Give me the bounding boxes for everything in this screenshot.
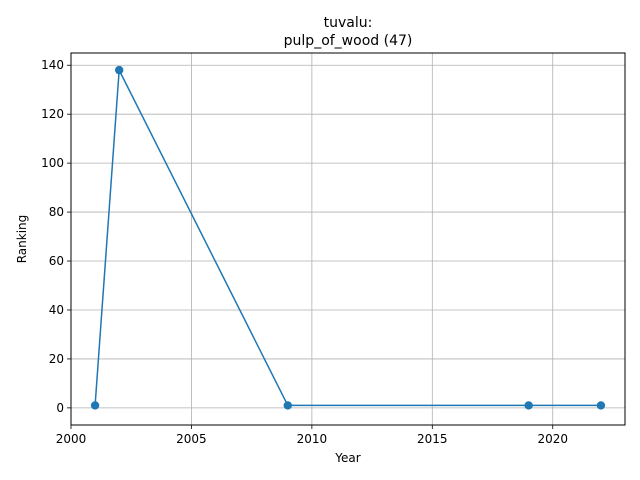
y-tick-label: 80 xyxy=(49,205,64,219)
y-tick-label: 40 xyxy=(49,303,64,317)
y-tick-label: 0 xyxy=(56,401,64,415)
y-axis: 0 20 40 60 80 100 120 140 xyxy=(41,58,71,415)
x-tick-label: 2015 xyxy=(417,432,448,446)
series xyxy=(90,65,606,410)
y-tick-label: 140 xyxy=(41,58,64,72)
plot-frame xyxy=(70,52,626,426)
x-tick-label: 2010 xyxy=(297,432,328,446)
x-axis: 2000 2005 2010 2015 2020 xyxy=(56,425,568,446)
y-tick-label: 20 xyxy=(49,352,64,366)
data-point xyxy=(90,401,100,410)
chart-title-line-2: pulp_of_wood (47) xyxy=(284,33,413,49)
grid xyxy=(70,53,625,425)
data-point xyxy=(114,65,124,75)
x-tick-label: 2005 xyxy=(176,432,207,446)
x-tick-label: 2000 xyxy=(56,432,87,446)
y-tick-label: 60 xyxy=(49,254,64,268)
data-point xyxy=(596,401,606,410)
data-point xyxy=(283,401,292,410)
y-axis-label: Ranking xyxy=(15,215,29,264)
data-point xyxy=(524,401,533,410)
x-tick-label: 2020 xyxy=(537,432,568,446)
y-tick-label: 120 xyxy=(41,107,64,121)
y-tick-label: 100 xyxy=(41,156,64,170)
x-axis-label: Year xyxy=(334,451,360,465)
chart-title-line-1: tuvalu: xyxy=(324,15,373,31)
